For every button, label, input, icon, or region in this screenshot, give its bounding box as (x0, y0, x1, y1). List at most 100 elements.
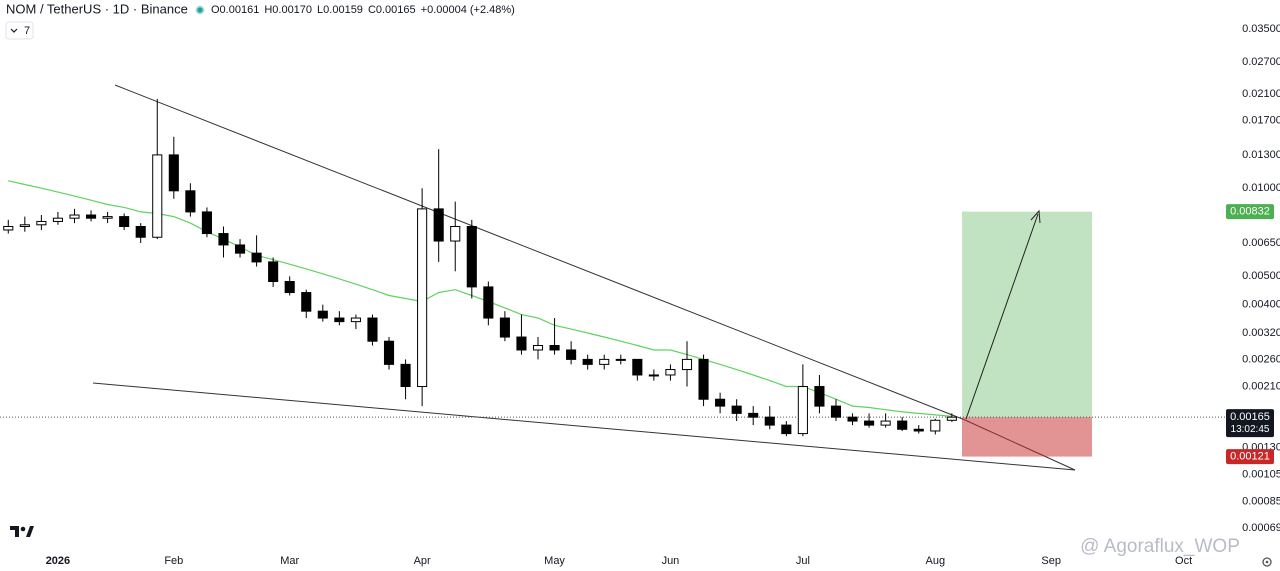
candle-body (864, 420, 875, 426)
ohlc-value: L0.00159 (317, 4, 363, 16)
candle-body (615, 358, 626, 361)
y-tick-label: 0.00069 (1242, 522, 1280, 534)
candle-body (152, 154, 163, 238)
chevron-icon (10, 28, 18, 33)
y-tick-label: 0.02100 (1242, 88, 1280, 100)
status-dot (197, 7, 203, 13)
current-price-label: 0.00165 (1230, 411, 1270, 423)
candle-body (301, 292, 312, 312)
candle-body (450, 225, 461, 242)
trend-line-lower[interactable] (92, 382, 1076, 471)
y-tick-label: 0.00210 (1242, 380, 1280, 392)
candle-body (251, 252, 262, 263)
candle-body (599, 358, 610, 365)
settings-icon[interactable] (1262, 557, 1272, 567)
stop-price-label: 0.00121 (1230, 450, 1270, 462)
candle-body (350, 317, 361, 323)
candle-body (797, 386, 808, 435)
y-tick-label: 0.03500 (1242, 23, 1280, 35)
candle-body (135, 225, 146, 238)
y-tick-label: 0.00105 (1242, 468, 1280, 480)
candle-body (648, 374, 659, 377)
candle-body (483, 286, 494, 319)
candle-body (185, 190, 196, 213)
candle-body (201, 211, 212, 235)
ohlc-value: +0.00004 (+2.48%) (421, 4, 515, 16)
candle-body (715, 398, 726, 407)
candle-body (698, 358, 709, 400)
y-tick-label: 0.00085 (1242, 495, 1280, 507)
y-tick-label: 0.00260 (1242, 353, 1280, 365)
candle-body (3, 225, 14, 231)
candle-body (69, 214, 80, 219)
candle-body (268, 261, 279, 282)
candle-body (499, 317, 510, 338)
candle-body (764, 416, 775, 426)
arrow-head (1030, 209, 1041, 224)
candle-body (367, 317, 378, 342)
candle-body (400, 363, 411, 388)
x-tick-label: Oct (1175, 555, 1192, 567)
candle-body (781, 424, 792, 435)
projection-arrow[interactable] (965, 213, 1039, 420)
price-tag (1226, 204, 1274, 220)
countdown-label: 13:02:45 (1231, 424, 1270, 435)
price-tag (1226, 449, 1274, 465)
y-tick-label: 0.02700 (1242, 56, 1280, 68)
watermark: @ Agoraflux_WOP (1080, 536, 1240, 557)
candle-body (334, 317, 345, 323)
candle-body (897, 420, 908, 430)
ohlc-value: O0.00161 (211, 4, 259, 16)
stop-zone[interactable] (962, 417, 1092, 457)
y-tick-label: 0.01700 (1242, 115, 1280, 127)
trend-line-upper[interactable] (114, 84, 966, 421)
candle-body (516, 336, 527, 351)
symbol-title[interactable]: NOM / TetherUS · 1D · Binance (6, 1, 188, 16)
x-tick-label: Jul (796, 555, 810, 567)
candle-body (317, 310, 328, 319)
x-tick-label: May (544, 555, 565, 567)
candle-body (880, 420, 891, 426)
candle-body (19, 224, 30, 227)
candle-body (85, 214, 97, 219)
x-tick-label: Mar (280, 555, 299, 567)
tv-logo (10, 526, 34, 537)
candle-body (52, 217, 63, 222)
candle-body (814, 386, 825, 407)
candle-body (417, 208, 428, 388)
candle-body (433, 208, 444, 242)
x-tick-label: Apr (414, 555, 431, 567)
ohlc-legend: O0.00161 H0.00170 L0.00159 C0.00165 +0.00004… (211, 4, 515, 16)
candle-body (466, 225, 477, 288)
candle-body (102, 216, 113, 219)
y-tick-label: 0.00500 (1242, 270, 1280, 282)
candle-body (218, 233, 229, 246)
candle-body (946, 416, 957, 421)
indicators-toggle[interactable] (5, 21, 34, 40)
candle-body (632, 358, 643, 376)
candle-body (36, 220, 47, 226)
y-tick-label: 0.00650 (1242, 237, 1280, 249)
target-zone[interactable] (962, 211, 1092, 418)
y-tick-label: 0.01000 (1242, 182, 1280, 194)
candle-body (847, 416, 858, 422)
ohlc-value: C0.00165 (368, 4, 416, 16)
candle-body (665, 369, 676, 376)
candle-body (913, 428, 924, 432)
candle-body (582, 358, 593, 365)
plot: 0.03500 0.02700 0.02100 0.01700 0.01300 0.010… (0, 23, 1280, 567)
candle-body (284, 280, 295, 294)
indicators-count[interactable]: 7 (24, 25, 30, 37)
y-tick-label: 0.00320 (1242, 327, 1280, 339)
candle-body (681, 358, 693, 371)
candle-body (930, 419, 941, 432)
moving-average (8, 180, 952, 417)
x-tick-label: Feb (164, 555, 183, 567)
candle-body (830, 405, 842, 418)
current-price-tag (1226, 409, 1274, 438)
candle-body (731, 405, 742, 414)
settings-icon-core (1265, 560, 1269, 564)
x-tick-label: Sep (1041, 555, 1061, 567)
